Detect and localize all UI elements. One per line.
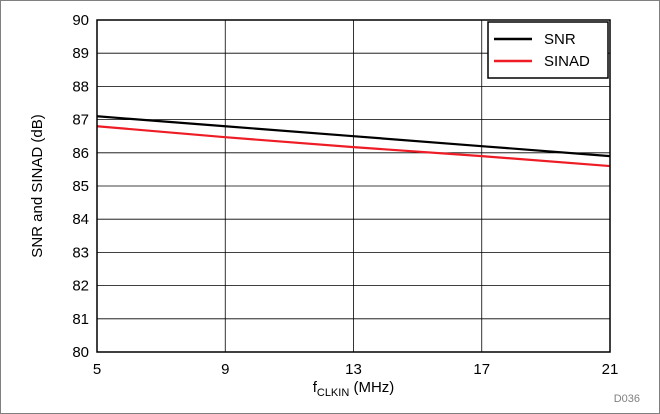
y-axis-label: SNR and SINAD (dB) — [29, 114, 46, 257]
y-axis-ticks: 80 81 82 83 84 85 86 87 88 89 90 — [72, 12, 89, 361]
y-tick-label: 89 — [72, 45, 89, 62]
x-axis-label-unit: (MHz) — [349, 379, 394, 396]
x-axis-label: fCLKIN (MHz) — [313, 379, 395, 399]
y-tick-label: 84 — [72, 211, 89, 228]
series-layer — [96, 115, 611, 168]
y-tick-label: 90 — [72, 12, 89, 29]
series-line-snr — [96, 115, 611, 158]
x-tick-label: 21 — [602, 361, 619, 378]
legend-label: SINAD — [544, 53, 590, 70]
plot-area-border — [96, 19, 611, 353]
y-tick-label: 80 — [72, 344, 89, 361]
legend-box — [487, 21, 609, 79]
x-axis-ticks: 5 9 13 17 21 — [93, 361, 619, 378]
x-tick-label: 5 — [93, 361, 101, 378]
y-tick-label: 86 — [72, 145, 89, 162]
figure-id: D036 — [614, 393, 640, 405]
series-line-sinad — [96, 125, 611, 168]
x-tick-label: 17 — [473, 361, 490, 378]
y-tick-label: 87 — [72, 112, 89, 129]
y-tick-label: 83 — [72, 244, 89, 261]
y-tick-label: 81 — [72, 311, 89, 328]
x-tick-label: 9 — [221, 361, 229, 378]
x-axis-label-subscript: CLKIN — [317, 387, 349, 399]
legend-label: SNR — [544, 31, 576, 48]
legend: SNR SINAD — [487, 21, 609, 79]
x-axis-label-main: f — [313, 379, 318, 396]
y-tick-label: 85 — [72, 178, 89, 195]
y-tick-label: 82 — [72, 278, 89, 295]
x-tick-label: 13 — [345, 361, 362, 378]
y-tick-label: 88 — [72, 78, 89, 95]
